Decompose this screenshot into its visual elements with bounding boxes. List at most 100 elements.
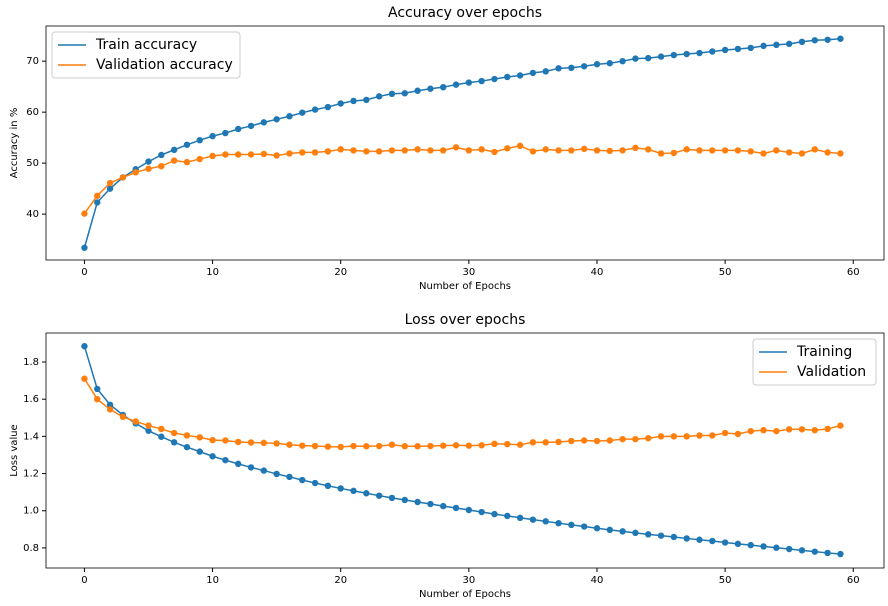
data-point <box>158 151 165 159</box>
data-point <box>286 473 293 481</box>
chart-title: Accuracy over epochs <box>388 5 542 21</box>
data-point <box>529 516 537 523</box>
data-point <box>183 141 191 148</box>
data-point <box>132 169 139 176</box>
data-point <box>388 90 396 98</box>
data-point <box>235 438 242 446</box>
data-point <box>94 385 101 393</box>
data-point <box>363 490 370 497</box>
data-point <box>247 464 255 471</box>
data-point <box>427 147 434 154</box>
data-point <box>504 145 511 152</box>
data-point <box>606 147 613 155</box>
data-point <box>645 435 652 442</box>
data-point <box>529 439 537 446</box>
x-tick-label: 40 <box>591 267 604 278</box>
data-point <box>593 437 601 445</box>
data-point <box>183 432 191 439</box>
data-point <box>619 57 626 65</box>
data-point <box>670 51 678 59</box>
data-point <box>452 81 460 88</box>
data-point <box>235 151 242 158</box>
data-point <box>837 422 844 429</box>
data-point <box>709 48 716 55</box>
data-point <box>568 147 575 154</box>
data-point <box>363 96 370 104</box>
data-point <box>350 97 357 105</box>
data-point <box>670 433 678 440</box>
data-point <box>516 514 524 522</box>
data-point <box>465 147 473 154</box>
data-point <box>209 453 216 460</box>
data-point <box>683 433 690 440</box>
data-point <box>375 442 383 450</box>
data-point <box>375 148 383 155</box>
x-tick-label: 0 <box>81 267 87 278</box>
x-axis-label: Number of Epochs <box>419 281 511 292</box>
data-point <box>273 116 280 123</box>
y-tick-label: 0.8 <box>23 543 39 554</box>
data-point <box>209 152 216 160</box>
data-point <box>568 437 575 445</box>
data-point <box>247 151 255 158</box>
data-point <box>414 498 421 506</box>
data-point <box>273 152 280 159</box>
data-point <box>260 150 268 158</box>
data-point <box>734 45 742 53</box>
data-point <box>299 476 306 484</box>
data-point <box>837 150 844 157</box>
data-point <box>427 500 434 508</box>
y-tick-label: 1.8 <box>23 357 39 368</box>
data-point <box>145 427 152 434</box>
data-point <box>388 147 396 154</box>
data-point <box>632 144 639 152</box>
data-point <box>798 38 806 46</box>
data-point <box>696 536 703 543</box>
x-tick-label: 10 <box>206 267 219 278</box>
data-point <box>106 179 114 187</box>
data-point <box>170 146 178 154</box>
data-point <box>286 113 293 120</box>
data-point <box>81 375 88 382</box>
data-point <box>337 485 344 492</box>
data-point <box>94 199 101 206</box>
data-point <box>350 487 357 495</box>
data-point <box>606 60 613 67</box>
data-point <box>478 77 485 85</box>
data-point <box>81 244 88 251</box>
data-point <box>734 540 742 548</box>
data-point <box>286 150 293 157</box>
data-point <box>222 437 229 444</box>
data-point <box>516 441 524 448</box>
data-point <box>529 69 537 77</box>
data-point <box>299 109 306 116</box>
data-point <box>619 528 626 535</box>
data-point <box>657 53 665 60</box>
legend-label: Train accuracy <box>95 37 197 53</box>
y-tick-label: 70 <box>26 56 39 67</box>
data-point <box>785 149 793 156</box>
data-point <box>388 441 396 448</box>
data-point <box>311 442 319 450</box>
data-point <box>465 79 473 86</box>
data-point <box>350 147 357 154</box>
data-point <box>657 532 665 539</box>
legend: Train accuracy Validation accuracy <box>51 31 241 79</box>
data-point <box>196 155 203 163</box>
data-point <box>222 129 229 137</box>
data-point <box>760 543 767 550</box>
data-point <box>811 37 819 44</box>
data-point <box>273 440 280 447</box>
data-point <box>388 494 396 502</box>
data-point <box>106 185 114 192</box>
data-point <box>785 40 793 48</box>
data-point <box>721 539 729 546</box>
data-point <box>440 147 447 154</box>
data-point <box>183 443 191 451</box>
x-tick-label: 30 <box>462 575 475 586</box>
data-point <box>645 531 652 538</box>
data-point <box>158 425 165 433</box>
data-point <box>837 35 844 42</box>
data-point <box>222 456 229 464</box>
